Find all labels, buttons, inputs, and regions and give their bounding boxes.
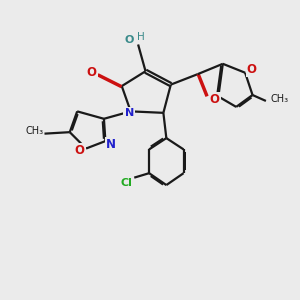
Text: O: O [124, 35, 134, 45]
Text: Cl: Cl [121, 178, 133, 188]
Text: CH₃: CH₃ [270, 94, 288, 104]
Text: N: N [106, 138, 116, 151]
Text: H: H [137, 32, 145, 42]
Text: O: O [210, 93, 220, 106]
Text: N: N [124, 108, 134, 118]
Text: O: O [75, 144, 85, 158]
Text: O: O [247, 63, 256, 76]
Text: CH₃: CH₃ [25, 126, 43, 136]
Text: O: O [86, 66, 96, 79]
